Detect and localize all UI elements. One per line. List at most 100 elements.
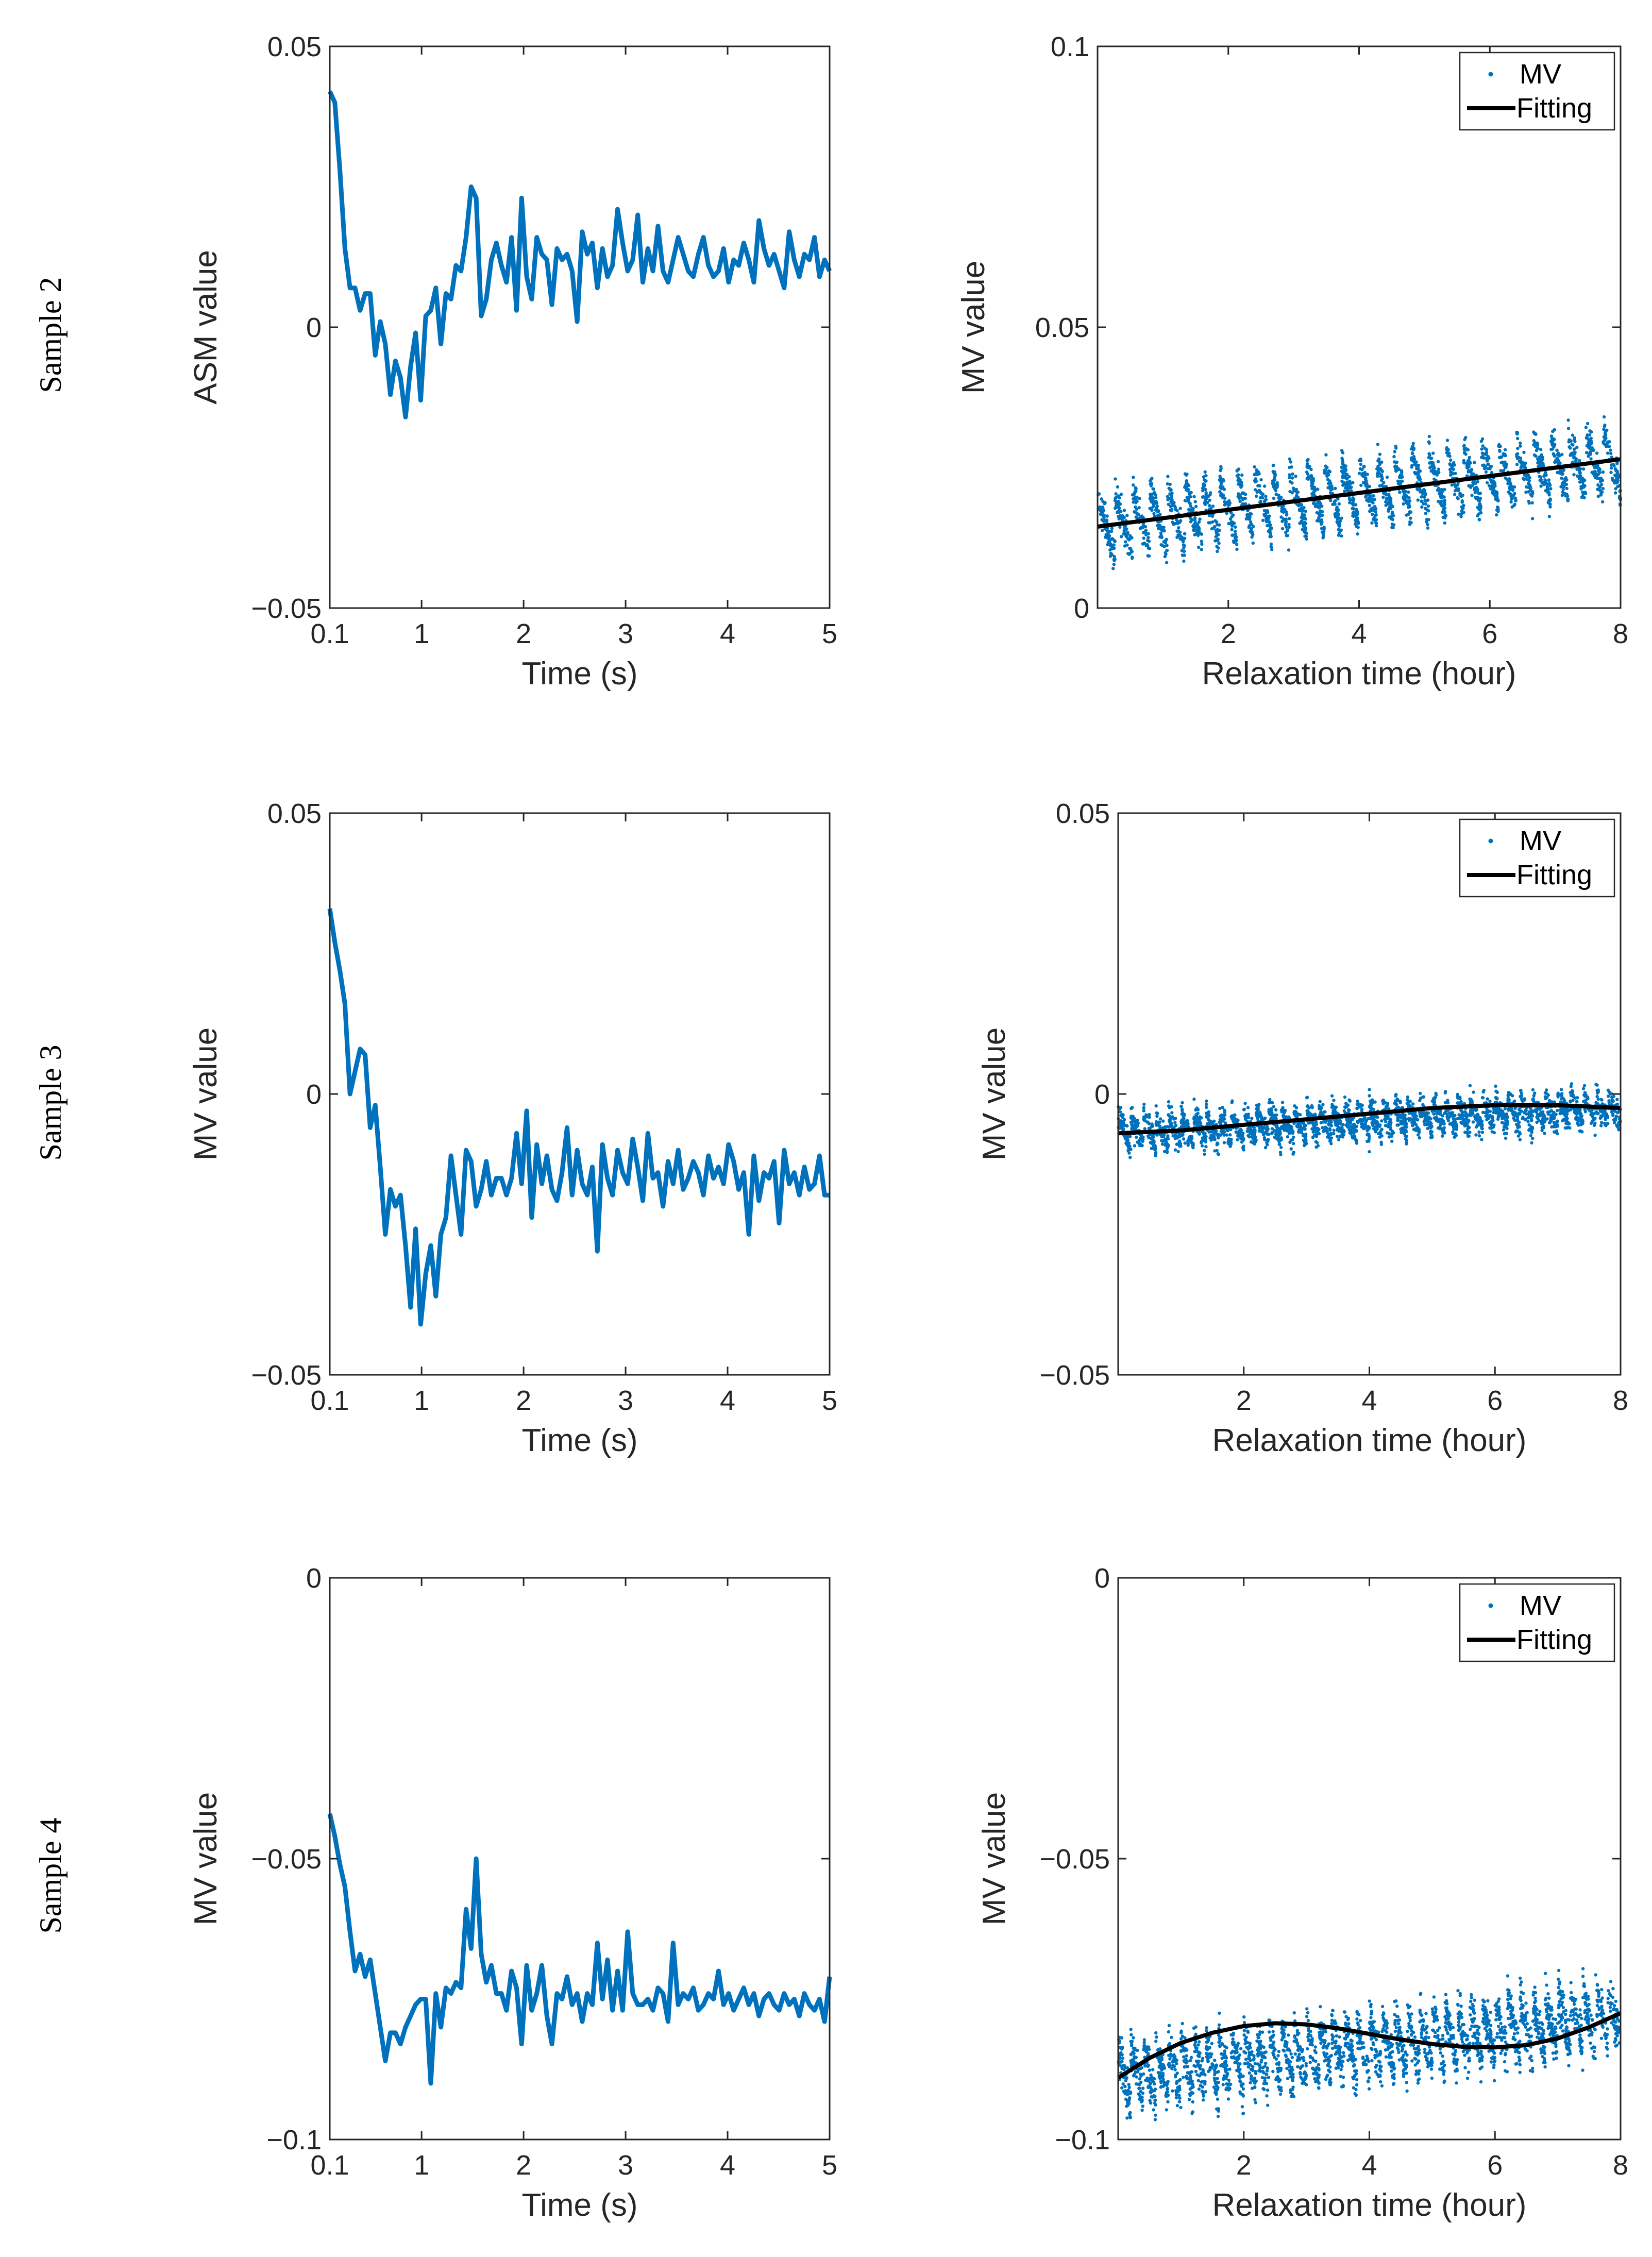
mv-point <box>1574 459 1578 462</box>
mv-point <box>1322 530 1325 534</box>
mv-point <box>1387 515 1391 519</box>
mv-point <box>1402 1114 1406 1118</box>
mv-point <box>1532 439 1536 443</box>
mv-point <box>1148 1113 1151 1117</box>
mv-point <box>1248 524 1251 528</box>
mv-point <box>1250 1117 1254 1120</box>
mv-point <box>1491 491 1494 494</box>
mv-point <box>1265 518 1268 522</box>
mv-point <box>1200 1144 1204 1148</box>
mv-point <box>1417 1131 1421 1134</box>
mv-point <box>1299 508 1303 512</box>
mv-point <box>1122 532 1125 536</box>
mv-point <box>1518 1132 1522 1136</box>
mv-point <box>1342 463 1346 467</box>
mv-point <box>1180 1118 1184 1122</box>
mv-point <box>1285 513 1289 516</box>
mv-point <box>1328 1128 1332 1132</box>
mv-point <box>1205 1099 1208 1103</box>
mv-point <box>1279 1146 1283 1149</box>
mv-point <box>1169 488 1173 492</box>
mv-point <box>1398 491 1402 494</box>
mv-point <box>1306 472 1309 476</box>
mv-point <box>1478 502 1482 506</box>
mv-point <box>1100 512 1103 516</box>
mv-point <box>1368 1088 1371 1091</box>
mv-point <box>1472 472 1475 476</box>
mv-scatter-points <box>1117 1082 1622 1159</box>
mv-point <box>1359 483 1363 487</box>
mv-point <box>1202 475 1206 479</box>
mv-point <box>1610 1110 1614 1114</box>
mv-point <box>1136 1124 1140 1127</box>
mv-point <box>1489 464 1493 468</box>
mv-point <box>1300 519 1304 523</box>
mv-point <box>1352 507 1356 511</box>
mv-point <box>1556 1124 1559 1128</box>
mv-point <box>1215 523 1219 527</box>
mv-point <box>1432 1112 1436 1116</box>
mv-point <box>1429 1132 1432 1136</box>
mv-point <box>1590 1119 1594 1123</box>
mv-point <box>1578 1111 1582 1115</box>
mv-point <box>1160 544 1164 547</box>
mv-point <box>1132 1117 1135 1120</box>
mv-point <box>1114 477 1117 481</box>
mv-point <box>1260 1130 1264 1134</box>
mv-point <box>1130 557 1134 560</box>
mv-point <box>1389 1127 1393 1132</box>
mv-point <box>1204 497 1208 501</box>
mv-point <box>1438 1119 1442 1123</box>
mv-point <box>1443 1091 1447 1094</box>
mv-point <box>1473 491 1477 495</box>
mv-point <box>1148 507 1152 510</box>
mv-point <box>1319 514 1322 518</box>
mv-point <box>1306 458 1310 462</box>
mv-point <box>1354 503 1358 507</box>
mv-point <box>1193 525 1198 528</box>
mv-point <box>1111 567 1115 570</box>
mv-point <box>1193 500 1197 503</box>
mv-point <box>1390 512 1394 515</box>
mv-point <box>1418 1136 1421 1140</box>
mv-point <box>1235 538 1238 543</box>
mv-point <box>1443 521 1447 525</box>
mv-point <box>1221 1117 1225 1121</box>
mv-point <box>1189 508 1192 512</box>
mv-point <box>1555 1120 1559 1124</box>
mv-point <box>1403 489 1407 493</box>
mv-point <box>1262 513 1266 516</box>
mv-point <box>1603 439 1607 442</box>
mv-point <box>1123 540 1127 544</box>
mv-point <box>1407 503 1411 508</box>
mv-point <box>1264 498 1268 501</box>
series-line <box>327 90 832 419</box>
mv-point <box>1504 1136 1508 1140</box>
mv-point <box>1540 1122 1544 1126</box>
mv-point <box>1262 1125 1266 1130</box>
mv-point <box>1333 502 1337 506</box>
mv-point <box>1445 446 1448 450</box>
mv-point <box>1279 515 1283 519</box>
mv-point <box>1596 483 1600 487</box>
mv-point <box>1287 525 1291 529</box>
mv-point <box>1167 1114 1171 1117</box>
mv-point <box>1207 521 1210 525</box>
mv-point <box>1133 510 1136 514</box>
mv-point <box>1486 467 1490 470</box>
mv-point <box>1105 514 1109 518</box>
mv-point <box>1439 495 1443 499</box>
mv-point <box>1451 1111 1455 1115</box>
mv-point <box>1348 501 1352 504</box>
mv-point <box>1602 415 1606 419</box>
mv-point <box>1166 475 1170 478</box>
mv-point <box>1185 496 1189 499</box>
mv-point <box>1310 1104 1313 1108</box>
mv-point <box>1318 500 1321 504</box>
mv-point <box>1490 484 1494 487</box>
mv-point <box>1132 500 1135 504</box>
mv-point <box>1240 473 1244 477</box>
mv-point <box>1179 519 1183 523</box>
mv-point <box>1538 475 1541 478</box>
